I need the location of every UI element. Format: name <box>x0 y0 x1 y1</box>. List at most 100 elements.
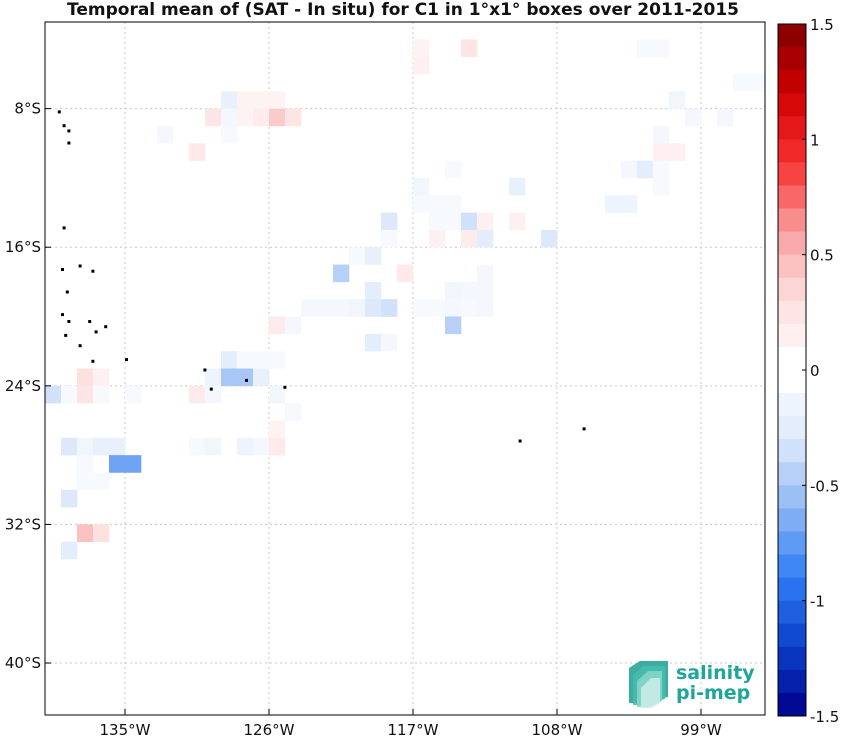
island-marker <box>67 129 71 133</box>
data-cell <box>413 56 430 75</box>
data-cell <box>381 299 398 317</box>
data-cell <box>45 385 62 404</box>
colorbar-level <box>778 485 806 509</box>
colorbar-level <box>778 208 806 232</box>
data-cell <box>77 385 94 404</box>
data-cell <box>413 195 430 213</box>
island-marker <box>518 439 522 443</box>
data-cell <box>205 385 222 404</box>
data-cell <box>269 437 286 456</box>
data-cell <box>93 385 110 404</box>
data-cell <box>269 316 286 335</box>
data-cell <box>93 524 110 543</box>
data-cell <box>541 229 558 248</box>
data-cell <box>365 299 382 317</box>
map-title: Temporal mean of (SAT - In situ) for C1 … <box>67 0 739 20</box>
island-marker <box>104 325 108 329</box>
data-cell <box>653 39 670 57</box>
y-tick-label: 16°S <box>5 238 41 256</box>
x-tick-label: 135°W <box>100 721 151 739</box>
island-marker <box>94 330 98 334</box>
island-marker <box>64 333 68 337</box>
data-cell <box>253 368 270 387</box>
colorbar-level <box>778 577 806 602</box>
colorbar-level <box>778 24 806 48</box>
data-cell <box>333 264 350 283</box>
data-cell <box>221 91 238 109</box>
data-cell <box>381 229 398 248</box>
island-marker <box>209 387 213 391</box>
data-cell <box>349 247 366 265</box>
data-cell <box>221 368 238 387</box>
data-cell <box>221 125 238 144</box>
data-cell <box>653 177 670 196</box>
colorbar-level <box>778 370 806 394</box>
data-cell <box>461 299 478 317</box>
x-tick-label: 99°W <box>680 721 722 739</box>
data-cell <box>509 212 526 231</box>
data-cell <box>253 351 270 369</box>
data-cell <box>237 437 254 456</box>
colorbar-level <box>778 508 806 532</box>
x-tick-label: 126°W <box>244 721 295 739</box>
colorbar-level <box>778 47 806 71</box>
colorbar-level <box>778 600 806 625</box>
data-cell <box>205 437 222 456</box>
y-axis: 8°S 16°S 24°S 32°S 40°S <box>5 100 51 672</box>
data-cell <box>749 73 765 92</box>
data-cell <box>685 108 702 127</box>
data-cell <box>653 143 670 161</box>
y-tick-label: 24°S <box>5 377 41 395</box>
colorbar-tick-label: 1.5 <box>810 16 834 34</box>
data-cell <box>189 385 206 404</box>
data-cell <box>269 385 286 404</box>
data-cell <box>77 455 94 473</box>
data-cell <box>61 385 78 404</box>
data-cell <box>717 108 734 127</box>
island-marker <box>582 427 586 431</box>
data-cell <box>445 195 462 213</box>
colorbar-tick-label: 1 <box>810 131 820 149</box>
data-cell <box>221 351 238 369</box>
colorbar-level <box>778 300 806 325</box>
data-cell <box>637 39 654 57</box>
colorbar-level <box>778 462 806 486</box>
data-cell <box>77 437 94 456</box>
data-cell <box>509 177 526 196</box>
data-cell <box>93 472 110 491</box>
data-cell <box>61 489 78 508</box>
data-cell <box>477 229 494 248</box>
data-cell <box>365 333 382 352</box>
data-cell <box>381 333 398 352</box>
island-marker <box>283 385 287 389</box>
data-cell <box>461 39 478 57</box>
island-marker <box>62 226 66 230</box>
data-cell <box>445 299 462 317</box>
y-tick-label: 32°S <box>5 515 41 533</box>
colorbar-level <box>778 254 806 279</box>
data-cell <box>733 73 750 92</box>
data-cell <box>429 195 446 213</box>
data-cell <box>237 91 254 109</box>
data-cell <box>477 264 494 283</box>
colorbar-level <box>778 70 806 94</box>
data-cell <box>253 91 270 109</box>
data-cell <box>461 212 478 231</box>
salinity-pi-mep-logo: salinity pi-mep <box>629 661 755 708</box>
colorbar-level <box>778 554 806 578</box>
data-cell <box>77 524 94 543</box>
data-cell <box>397 264 414 283</box>
data-cells <box>45 39 765 560</box>
data-cell <box>317 299 334 317</box>
colorbar-tick-label: 0 <box>810 362 820 380</box>
data-cell <box>621 160 638 179</box>
colorbar-tick-label: -0.5 <box>810 477 839 495</box>
data-cell <box>605 195 622 213</box>
data-cell <box>253 108 270 127</box>
data-cell <box>285 316 302 335</box>
colorbar-tick-label: 0.5 <box>810 247 834 265</box>
data-cell <box>477 212 494 231</box>
colorbar-level <box>778 231 806 256</box>
colorbar-level <box>778 277 806 302</box>
data-cell <box>365 247 382 265</box>
